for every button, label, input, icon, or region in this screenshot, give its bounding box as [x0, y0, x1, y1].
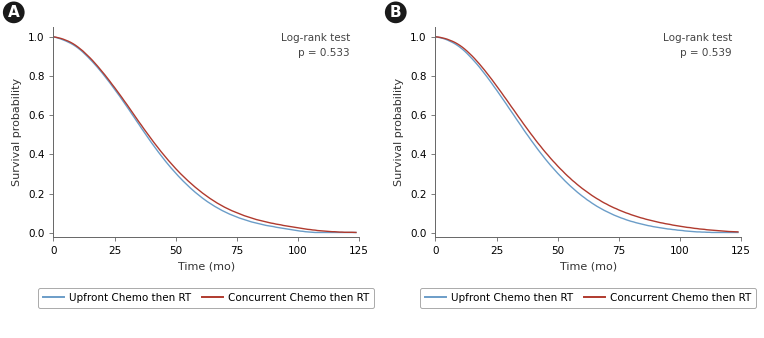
Concurrent Chemo then RT [673, 224, 682, 228]
Concurrent Chemo then RT [66, 40, 75, 44]
Upfront Chemo then RT [465, 54, 474, 58]
Upfront Chemo then RT [310, 231, 319, 235]
Y-axis label: Survival probability: Survival probability [12, 78, 22, 186]
Concurrent Chemo then RT [83, 54, 92, 58]
Upfront Chemo then RT [83, 55, 92, 59]
X-axis label: Time (mo): Time (mo) [178, 261, 235, 271]
Upfront Chemo then RT [448, 41, 457, 45]
Concurrent Chemo then RT [179, 174, 188, 178]
Line: Upfront Chemo then RT: Upfront Chemo then RT [435, 37, 739, 233]
Upfront Chemo then RT [78, 50, 87, 54]
Concurrent Chemo then RT [460, 47, 469, 51]
Upfront Chemo then RT [673, 228, 682, 232]
Text: A: A [8, 5, 20, 20]
Upfront Chemo then RT [561, 179, 570, 183]
Upfront Chemo then RT [66, 41, 75, 45]
Y-axis label: Survival probability: Survival probability [394, 78, 404, 186]
Line: Upfront Chemo then RT: Upfront Chemo then RT [53, 37, 357, 233]
Text: B: B [390, 5, 402, 20]
Concurrent Chemo then RT [49, 35, 58, 39]
Concurrent Chemo then RT [78, 49, 87, 53]
Concurrent Chemo then RT [448, 39, 457, 43]
Upfront Chemo then RT [352, 231, 361, 235]
Legend: Upfront Chemo then RT, Concurrent Chemo then RT: Upfront Chemo then RT, Concurrent Chemo … [420, 288, 756, 308]
Concurrent Chemo then RT [134, 120, 144, 124]
Upfront Chemo then RT [134, 123, 144, 127]
Line: Concurrent Chemo then RT: Concurrent Chemo then RT [53, 37, 357, 233]
Upfront Chemo then RT [734, 231, 743, 235]
Concurrent Chemo then RT [516, 118, 526, 122]
Upfront Chemo then RT [516, 124, 526, 128]
Upfront Chemo then RT [291, 228, 300, 232]
Concurrent Chemo then RT [352, 231, 361, 235]
Concurrent Chemo then RT [734, 230, 743, 234]
Line: Concurrent Chemo then RT: Concurrent Chemo then RT [435, 37, 739, 232]
Upfront Chemo then RT [460, 49, 469, 53]
Text: Log-rank test
p = 0.539: Log-rank test p = 0.539 [662, 33, 732, 58]
Legend: Upfront Chemo then RT, Concurrent Chemo then RT: Upfront Chemo then RT, Concurrent Chemo … [38, 288, 374, 308]
Concurrent Chemo then RT [561, 171, 570, 175]
Upfront Chemo then RT [431, 35, 440, 39]
Text: Log-rank test
p = 0.533: Log-rank test p = 0.533 [280, 33, 350, 58]
Upfront Chemo then RT [49, 35, 58, 39]
Concurrent Chemo then RT [465, 52, 474, 56]
X-axis label: Time (mo): Time (mo) [560, 261, 617, 271]
Upfront Chemo then RT [179, 179, 188, 183]
Concurrent Chemo then RT [431, 35, 440, 39]
Concurrent Chemo then RT [291, 225, 300, 230]
Upfront Chemo then RT [707, 231, 717, 235]
